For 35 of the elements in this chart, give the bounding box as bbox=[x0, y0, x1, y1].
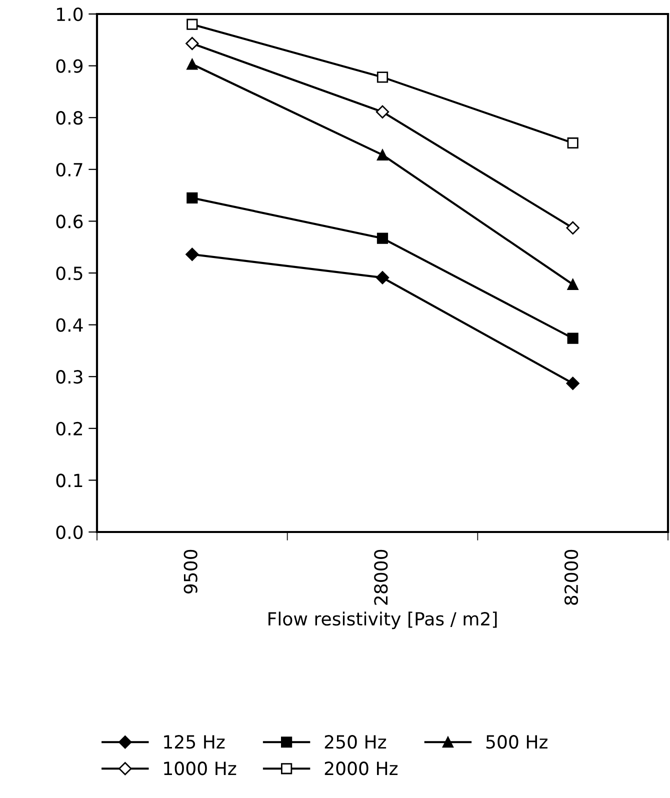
y-tick-label: 0.3 bbox=[56, 370, 82, 384]
point bbox=[566, 376, 580, 390]
point bbox=[376, 72, 388, 83]
point bbox=[376, 105, 390, 118]
point bbox=[376, 232, 388, 244]
y-tick-label: 0.0 bbox=[56, 525, 83, 540]
y-tick-label: 0.6 bbox=[56, 214, 83, 228]
point bbox=[567, 332, 578, 344]
y-tick-label: 0.8 bbox=[56, 111, 83, 125]
legend-label: 125 Hz bbox=[164, 735, 225, 749]
x-tick-label: 82000 bbox=[564, 550, 578, 605]
point bbox=[186, 248, 199, 261]
y-tick-label: 1.0 bbox=[57, 7, 83, 22]
y-tick-label: 0.1 bbox=[56, 474, 82, 488]
legend-label: 2000 Hz bbox=[324, 762, 398, 776]
legend-label: 1000 Hz bbox=[164, 762, 236, 776]
y-tick-label: 0.9 bbox=[56, 59, 83, 73]
point bbox=[567, 137, 578, 149]
y-tick-label: 0.4 bbox=[56, 318, 83, 332]
point bbox=[186, 192, 198, 204]
y-tick-label: 0.5 bbox=[56, 266, 82, 280]
x-tick-label: 28000 bbox=[374, 550, 388, 605]
point bbox=[186, 36, 199, 50]
legend-label: 250 Hz bbox=[324, 735, 386, 749]
legend-label: 500 Hz bbox=[486, 735, 548, 749]
point bbox=[566, 221, 580, 235]
point bbox=[376, 149, 388, 160]
y-tick-label: 0.7 bbox=[56, 162, 82, 177]
point bbox=[186, 18, 198, 30]
point bbox=[376, 271, 390, 284]
x-axis-title: Flow resistivity [Pas / m2] bbox=[268, 612, 497, 630]
point bbox=[186, 58, 198, 70]
x-tick-label: 9500 bbox=[184, 550, 198, 594]
point bbox=[567, 278, 578, 290]
y-tick-label: 0.2 bbox=[56, 422, 82, 436]
